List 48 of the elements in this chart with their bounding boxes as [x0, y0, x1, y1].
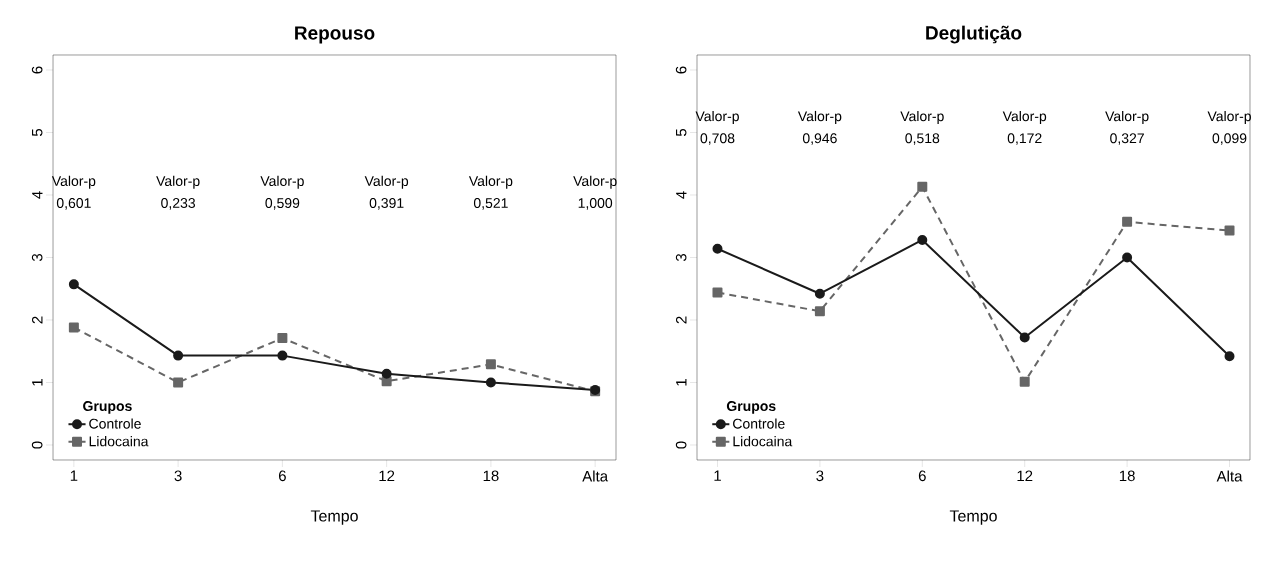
annotation: Valor-p 0,327 — [1105, 110, 1149, 145]
y-tick-label: 6 — [675, 66, 687, 74]
annotation: Valor-p 0,391 — [364, 175, 409, 210]
chart-title: Deglutição — [926, 25, 1022, 44]
annotation: Valor-p 0,099 — [1207, 110, 1251, 145]
legend-label: Controle — [89, 418, 141, 429]
y-tick-label: 1 — [32, 379, 43, 386]
legend-title: Grupos — [726, 401, 776, 414]
y-tick-label: 5 — [676, 128, 687, 137]
y-tick-label: 0 — [675, 441, 687, 449]
y-tick-label: 3 — [31, 253, 43, 262]
x-tick-label: 1 — [70, 470, 78, 481]
y-tick-label: 2 — [675, 316, 687, 324]
annotation: Valor-p 0,946 — [797, 110, 842, 145]
y-tick-label: 4 — [676, 191, 687, 199]
y-tick-label: 1 — [676, 379, 687, 386]
legend-title: Grupos — [83, 401, 132, 414]
x-axis-title: Tempo — [949, 510, 997, 525]
annotation: Valor-p 0,601 — [51, 175, 96, 210]
y-tick-label: 2 — [32, 316, 43, 324]
annotation: Valor-p 0,233 — [156, 175, 200, 210]
legend-label: Lidocaina — [89, 436, 149, 447]
y-tick-label: 0 — [31, 441, 43, 449]
y-tick-label: 4 — [32, 191, 43, 199]
x-tick-label: Alta — [1216, 470, 1243, 482]
x-tick-label: 1 — [714, 470, 721, 481]
annotation: Valor-p 0,521 — [468, 175, 513, 210]
chart-title: Repouso — [295, 26, 375, 44]
y-tick-label: 3 — [675, 253, 687, 262]
y-tick-label: 6 — [31, 66, 43, 74]
x-tick-label: 18 — [483, 470, 499, 482]
x-tick-label: 3 — [816, 470, 824, 482]
x-tick-label: Alta — [582, 470, 609, 482]
x-tick-label: 3 — [174, 470, 182, 482]
annotation: Valor-p 0,172 — [1002, 110, 1047, 145]
annotation: Valor-p 1,000 — [573, 175, 617, 210]
annotation: Valor-p 0,599 — [260, 175, 304, 210]
x-tick-label: 18 — [1119, 470, 1135, 482]
annotation: Valor-p 0,708 — [695, 110, 739, 145]
x-axis-title: Tempo — [310, 510, 358, 525]
legend-label: Controle — [733, 418, 785, 429]
annotation: Valor-p 0,518 — [900, 110, 944, 145]
x-tick-label: 6 — [918, 470, 926, 482]
x-tick-label: 12 — [379, 470, 395, 481]
x-tick-label: 12 — [1017, 470, 1033, 481]
y-tick-label: 5 — [32, 128, 43, 137]
x-tick-label: 6 — [278, 470, 286, 482]
legend-label: Lidocaina — [733, 436, 793, 447]
